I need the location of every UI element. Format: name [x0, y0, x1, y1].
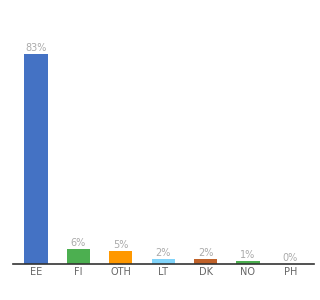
Bar [194, 259, 217, 264]
Bar [236, 262, 260, 264]
Text: 83%: 83% [25, 43, 47, 53]
Text: 1%: 1% [240, 250, 256, 260]
Text: 6%: 6% [71, 238, 86, 248]
Text: 5%: 5% [113, 240, 129, 250]
Bar [109, 251, 132, 264]
Bar [67, 249, 90, 264]
Text: 2%: 2% [156, 248, 171, 258]
Text: 2%: 2% [198, 248, 213, 258]
Text: 0%: 0% [283, 253, 298, 263]
Bar [152, 259, 175, 264]
Bar [24, 54, 48, 264]
